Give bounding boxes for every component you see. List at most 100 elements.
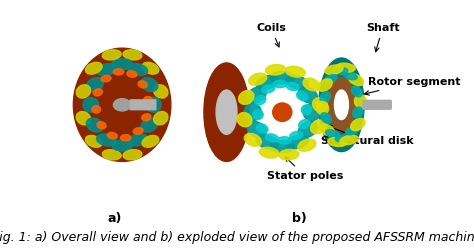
Ellipse shape: [332, 67, 348, 74]
Ellipse shape: [285, 66, 305, 77]
Ellipse shape: [133, 128, 143, 134]
Ellipse shape: [355, 95, 367, 108]
Ellipse shape: [310, 120, 326, 134]
Ellipse shape: [146, 97, 161, 112]
Text: a): a): [108, 212, 122, 225]
Ellipse shape: [83, 97, 99, 112]
Ellipse shape: [319, 124, 335, 136]
Ellipse shape: [238, 91, 254, 104]
Ellipse shape: [298, 87, 318, 103]
Ellipse shape: [255, 96, 266, 105]
Ellipse shape: [237, 113, 252, 127]
Ellipse shape: [326, 130, 340, 138]
Ellipse shape: [351, 86, 362, 97]
Ellipse shape: [76, 85, 91, 98]
Ellipse shape: [298, 139, 316, 151]
Ellipse shape: [107, 132, 118, 139]
Ellipse shape: [286, 82, 299, 91]
Ellipse shape: [328, 137, 346, 146]
Ellipse shape: [303, 78, 320, 91]
Ellipse shape: [256, 75, 279, 89]
Text: Shaft: Shaft: [366, 23, 400, 52]
FancyBboxPatch shape: [130, 100, 156, 110]
Ellipse shape: [144, 96, 152, 104]
Ellipse shape: [270, 71, 294, 84]
Ellipse shape: [138, 81, 147, 88]
Ellipse shape: [318, 79, 332, 91]
Ellipse shape: [204, 63, 249, 161]
Ellipse shape: [335, 135, 351, 142]
Ellipse shape: [253, 110, 263, 120]
Ellipse shape: [97, 134, 116, 146]
Ellipse shape: [123, 50, 142, 60]
Ellipse shape: [273, 80, 287, 88]
Text: Stator poles: Stator poles: [266, 157, 343, 181]
Ellipse shape: [85, 135, 102, 147]
Ellipse shape: [216, 90, 237, 134]
Ellipse shape: [73, 48, 171, 161]
Ellipse shape: [301, 105, 312, 115]
Ellipse shape: [297, 91, 308, 101]
Ellipse shape: [335, 90, 348, 120]
Ellipse shape: [324, 75, 337, 84]
Text: Fig. 1: a) Overall view and b) exploded view of the proposed AFSSRM machine: Fig. 1: a) Overall view and b) exploded …: [0, 231, 474, 244]
Ellipse shape: [343, 71, 357, 80]
Ellipse shape: [286, 75, 309, 89]
Ellipse shape: [112, 59, 133, 70]
Ellipse shape: [102, 150, 121, 160]
Ellipse shape: [256, 124, 268, 133]
Ellipse shape: [325, 65, 343, 74]
Ellipse shape: [262, 85, 275, 93]
Ellipse shape: [128, 63, 147, 76]
Circle shape: [113, 99, 131, 111]
Ellipse shape: [142, 135, 159, 147]
Ellipse shape: [247, 87, 266, 103]
Ellipse shape: [154, 85, 168, 98]
Ellipse shape: [312, 98, 328, 112]
Ellipse shape: [142, 62, 159, 74]
Ellipse shape: [340, 135, 358, 145]
Ellipse shape: [319, 58, 364, 152]
Text: Rotor segment: Rotor segment: [365, 77, 460, 95]
Ellipse shape: [328, 78, 355, 132]
Ellipse shape: [259, 147, 279, 158]
Ellipse shape: [346, 126, 359, 135]
Ellipse shape: [245, 133, 262, 146]
Ellipse shape: [298, 121, 318, 137]
Ellipse shape: [142, 114, 151, 121]
Ellipse shape: [353, 107, 363, 118]
Ellipse shape: [265, 64, 286, 75]
Ellipse shape: [101, 75, 111, 82]
Ellipse shape: [316, 101, 328, 115]
Ellipse shape: [273, 103, 292, 122]
Ellipse shape: [128, 134, 147, 146]
Ellipse shape: [86, 77, 103, 91]
Ellipse shape: [348, 74, 364, 86]
Ellipse shape: [286, 135, 309, 149]
Ellipse shape: [277, 137, 292, 144]
Ellipse shape: [265, 134, 279, 142]
Ellipse shape: [113, 69, 124, 75]
Ellipse shape: [86, 118, 103, 132]
Ellipse shape: [93, 89, 102, 96]
Ellipse shape: [244, 104, 261, 121]
Ellipse shape: [248, 73, 267, 85]
Ellipse shape: [247, 121, 266, 137]
Text: b): b): [292, 212, 307, 225]
Ellipse shape: [256, 135, 279, 149]
Ellipse shape: [299, 120, 310, 129]
Ellipse shape: [102, 50, 121, 60]
Ellipse shape: [85, 62, 102, 74]
Ellipse shape: [92, 106, 100, 113]
Ellipse shape: [337, 63, 355, 72]
Ellipse shape: [112, 140, 133, 151]
Ellipse shape: [320, 92, 330, 103]
Ellipse shape: [351, 118, 365, 131]
Ellipse shape: [97, 63, 116, 76]
Ellipse shape: [141, 77, 158, 91]
FancyBboxPatch shape: [363, 100, 391, 109]
Ellipse shape: [127, 71, 137, 77]
Ellipse shape: [123, 150, 142, 160]
Text: Structural disk: Structural disk: [320, 125, 413, 146]
Ellipse shape: [270, 140, 294, 153]
